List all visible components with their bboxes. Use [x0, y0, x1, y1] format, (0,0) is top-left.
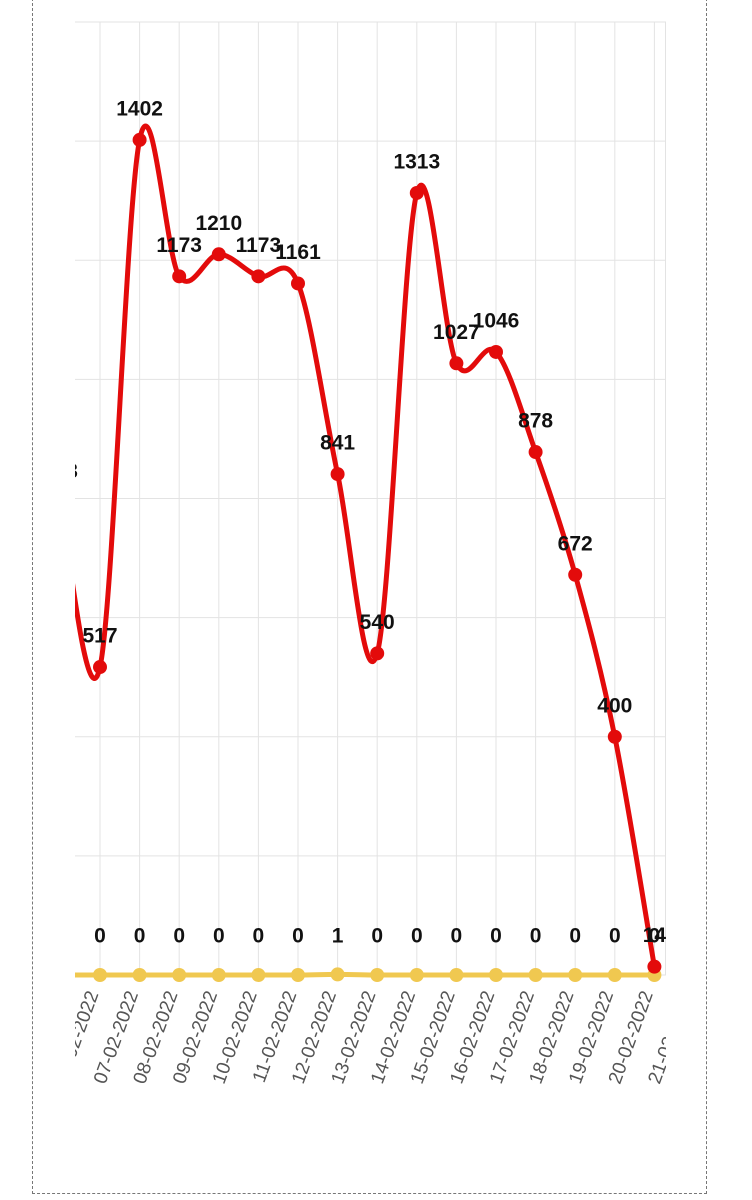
data-label: 0: [569, 925, 581, 948]
point: [93, 660, 107, 675]
plot-area: 06-02-202207-02-202208-02-202209-02-2022…: [43, 21, 667, 1087]
point: [449, 968, 464, 982]
point: [330, 967, 345, 982]
data-label: 672: [558, 532, 593, 555]
data-label: 0: [530, 925, 542, 948]
data-label: 0: [134, 925, 146, 948]
data-label: 0: [292, 925, 304, 948]
point: [489, 968, 503, 982]
point: [93, 968, 107, 982]
point: [211, 247, 226, 262]
data-label: 400: [597, 694, 632, 717]
data-label: 1027: [433, 321, 480, 344]
data-label: 0: [411, 925, 423, 948]
data-label: 841: [320, 432, 355, 455]
point: [172, 269, 187, 284]
point: [132, 968, 147, 982]
data-label: 14: [643, 924, 667, 947]
data-label: 1173: [236, 234, 282, 257]
point: [370, 968, 385, 982]
data-label: 1161: [275, 241, 321, 264]
data-label: 540: [360, 611, 395, 634]
point: [53, 496, 67, 510]
data-label: 1173: [156, 234, 202, 257]
point: [568, 567, 583, 582]
point: [607, 968, 622, 982]
point: [568, 968, 583, 982]
point: [53, 968, 67, 982]
data-label: 0: [94, 925, 106, 948]
series-line: [75, 123, 657, 968]
data-label: 878: [518, 410, 553, 433]
data-label: 1046: [473, 310, 520, 333]
point: [330, 467, 345, 482]
data-label: 1210: [195, 212, 242, 235]
point: [528, 968, 543, 982]
point: [132, 132, 147, 147]
point: [211, 968, 226, 982]
data-label: 0: [609, 925, 621, 948]
data-label: 0: [451, 925, 463, 948]
point: [607, 729, 622, 744]
data-label: 0: [55, 925, 67, 948]
point: [251, 269, 266, 284]
data-label: 1: [332, 925, 344, 948]
data-label: 0: [253, 925, 265, 948]
data-label: 793: [43, 460, 78, 483]
point: [528, 445, 543, 460]
point: [291, 276, 305, 291]
point: [291, 968, 305, 982]
point: [172, 968, 187, 982]
data-label: 0: [490, 925, 502, 948]
point: [251, 968, 266, 982]
series-line: [75, 971, 655, 978]
point: [409, 185, 424, 200]
point: [449, 356, 464, 371]
data-label: 1313: [393, 150, 440, 173]
frame: [32, 0, 707, 1194]
data-label: 0: [213, 925, 225, 948]
point: [647, 959, 662, 974]
data-label: 1402: [116, 97, 163, 120]
point: [489, 344, 503, 359]
data-label: 0: [371, 925, 383, 948]
data-label: 0: [173, 925, 185, 948]
data-label: 0: [649, 925, 661, 948]
data-label: 517: [82, 625, 117, 648]
point: [370, 646, 385, 661]
point: [409, 968, 424, 982]
